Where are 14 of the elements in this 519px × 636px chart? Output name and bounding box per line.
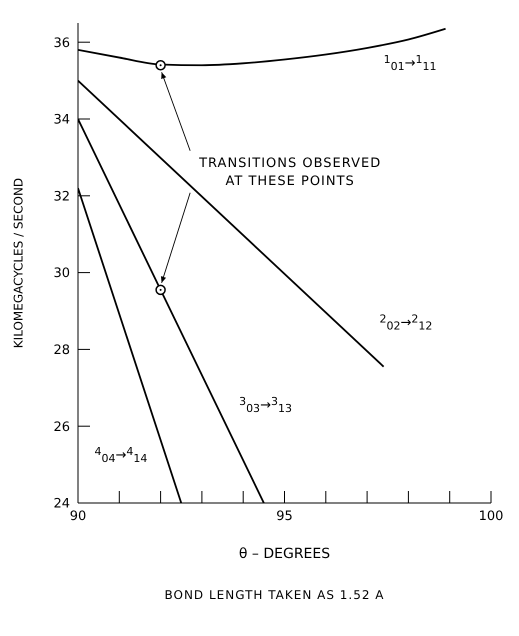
y-tick-label: 34 [53,112,70,128]
x-tick-label: 95 [276,509,293,524]
y-tick-label: 36 [53,36,70,51]
annotation: TRANSITIONS OBSERVED AT THESE POINTS [198,154,382,191]
y-tick-label: 30 [53,266,70,282]
x-tick-label: 90 [70,509,86,524]
y-tick-label: 24 [53,496,70,512]
y-axis-title: KILOMEGACYCLES / SECOND [11,178,26,348]
text: BOND LENGTH TAKEN AS 1.52 A [163,588,386,602]
x-axis-title: θ – DEGREES [238,546,330,562]
y-tick-label: 26 [53,420,70,435]
y-tick-label: 28 [53,343,70,358]
y-tick-label: 32 [53,189,70,204]
x-tick-label: 100 [478,509,504,524]
